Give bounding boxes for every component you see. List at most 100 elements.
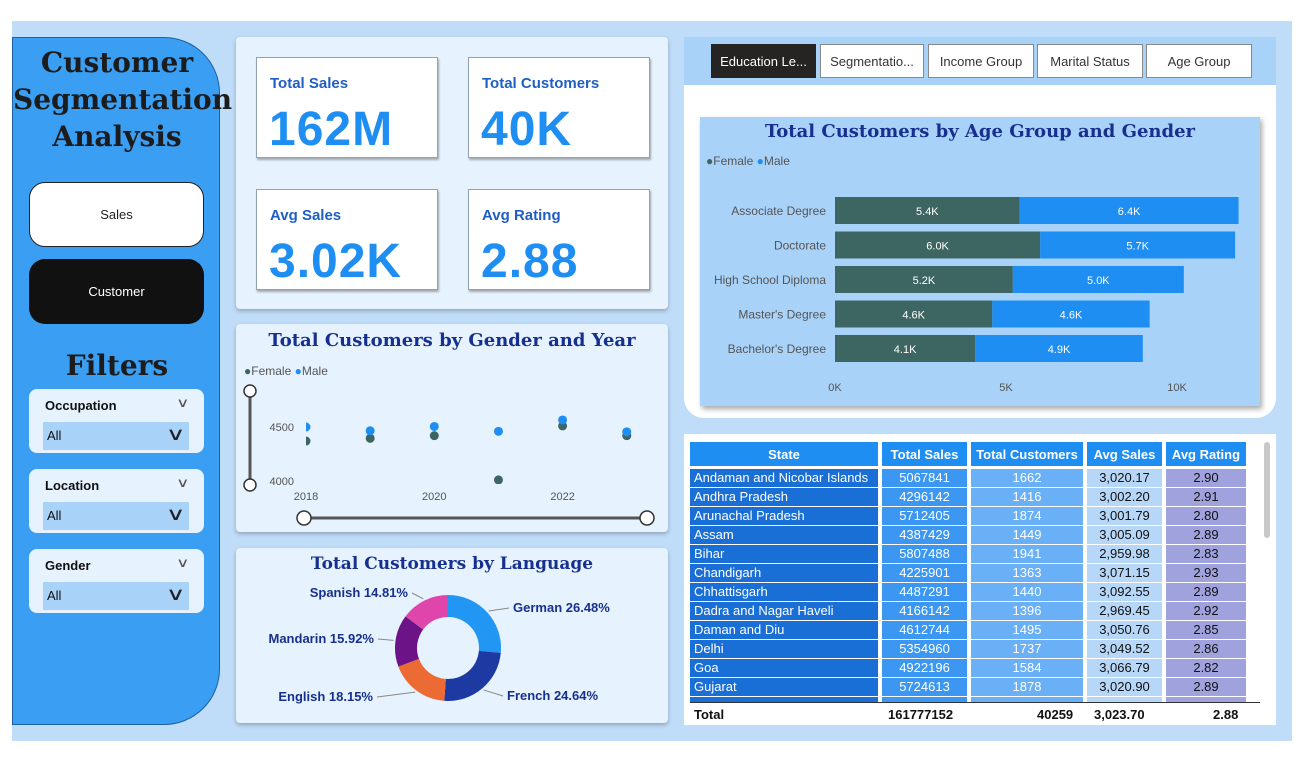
collapse-chevron-icon[interactable]: ∨ <box>176 395 190 410</box>
slice-leader-line <box>488 607 510 612</box>
kpi-label: Avg Rating <box>482 207 561 224</box>
data-label: 4.1K <box>894 344 917 356</box>
gender-dropdown[interactable]: All ∨ <box>43 582 189 610</box>
donut-slice <box>398 658 446 701</box>
table-row[interactable]: Chandigarh 4225901 1363 3,071.15 2.93 <box>690 564 1260 583</box>
table-cell: 4387429 <box>882 526 967 544</box>
table-cell: 3,092.55 <box>1087 583 1162 601</box>
table-row[interactable]: Andaman and Nicobar Islands 5067841 1662 3,… <box>690 469 1260 488</box>
sidebar: Customer Segmentation Analysis Sales Cus… <box>12 37 232 725</box>
column-header-total-sales[interactable]: Total Sales <box>882 442 967 466</box>
tab-income-group[interactable]: Income Group <box>928 44 1034 78</box>
total-sales: 161777152 <box>888 707 954 722</box>
total-label: Total <box>694 707 725 722</box>
table-cell: 1878 <box>971 678 1083 696</box>
table-cell: 1584 <box>971 659 1083 677</box>
data-label: 4.9K <box>1048 344 1071 356</box>
table-row[interactable]: Dadra and Nagar Haveli 4166142 1396 2,969.4… <box>690 602 1260 621</box>
tab-education-level[interactable]: Education Le... <box>711 44 816 78</box>
dashboard-canvas: Customer Segmentation Analysis Sales Cus… <box>12 21 1292 741</box>
table-cell: Andaman and Nicobar Islands <box>690 469 878 487</box>
table-cell: 1363 <box>971 564 1083 582</box>
table-cell: 1396 <box>971 602 1083 620</box>
table-cell: 1440 <box>971 583 1083 601</box>
total-customers: 40259 <box>1037 707 1074 722</box>
table-cell: 1662 <box>971 469 1083 487</box>
column-header-total-customers[interactable]: Total Customers <box>971 442 1083 466</box>
location-dropdown[interactable]: All ∨ <box>43 502 189 530</box>
tab-marital-status[interactable]: Marital Status <box>1037 44 1143 78</box>
data-label: 6.0K <box>926 241 949 253</box>
table-row[interactable]: Arunachal Pradesh 5712405 1874 3,001.79 2.80 <box>690 507 1260 526</box>
table-cell: 1495 <box>971 621 1083 639</box>
legend-male: Male <box>763 154 790 168</box>
table-cell: 5354960 <box>882 640 967 658</box>
table-scrollbar[interactable] <box>1264 442 1270 538</box>
table-row[interactable]: Daman and Diu 4612744 1495 3,050.76 2.85 <box>690 621 1260 640</box>
table-cell: 3,050.76 <box>1087 621 1162 639</box>
sales-button-label: Sales <box>100 207 133 222</box>
x-range-slider-handle <box>639 510 655 526</box>
table-cell: 3,001.79 <box>1087 507 1162 525</box>
bar-segment-female <box>835 231 1041 259</box>
category-label: Doctorate <box>774 239 826 253</box>
slice-leader-line <box>376 691 416 698</box>
table-cell: Dadra and Nagar Haveli <box>690 602 878 620</box>
tab-segmentation[interactable]: Segmentatio... <box>820 44 924 78</box>
kpi-avg-sales: Avg Sales 3.02K <box>256 189 438 290</box>
table-row[interactable]: Delhi 5354960 1737 3,049.52 2.86 <box>690 640 1260 659</box>
table-row[interactable]: Andhra Pradesh 4296142 1416 3,002.20 2.91 <box>690 488 1260 507</box>
stacked-bar-plot: Associate Degree 5.4K 6.4K Doctorate 6.0K 5.7… <box>714 197 1239 394</box>
table-row[interactable]: Gujarat 5724613 1878 3,020.90 2.89 <box>690 678 1260 697</box>
x-tick-label: 5K <box>999 382 1013 394</box>
collapse-chevron-icon[interactable]: ∨ <box>176 555 190 570</box>
table-cell: 5067841 <box>882 469 967 487</box>
table-cell: 2.89 <box>1166 526 1246 544</box>
tab-age-group[interactable]: Age Group <box>1146 44 1252 78</box>
table-cell: 2.86 <box>1166 640 1246 658</box>
table-row[interactable]: Goa 4922196 1584 3,066.79 2.82 <box>690 659 1260 678</box>
table-cell: 2,959.98 <box>1087 545 1162 563</box>
data-label: 5.2K <box>913 275 936 287</box>
slice-leader-line <box>377 638 394 641</box>
sales-page-button[interactable]: Sales <box>29 182 204 247</box>
location-value: All <box>47 508 62 523</box>
slice-leader-line <box>483 689 504 697</box>
table-cell: Chandigarh <box>690 564 878 582</box>
data-label: 4.6K <box>1060 310 1083 322</box>
location-slicer: Location ∨ All ∨ <box>29 469 204 533</box>
table-cell: 5807488 <box>882 545 967 563</box>
legend-dot-male: ● <box>294 364 302 378</box>
chevron-down-icon: ∨ <box>165 504 186 524</box>
bar-chart-card: Total Customers by Age Group and Gender … <box>700 117 1260 406</box>
category-label: Associate Degree <box>731 204 826 218</box>
language-chart-panel: Total Customers by Language German 26.48… <box>236 548 668 723</box>
chart-title: Total Customers by Language <box>310 554 594 574</box>
table-row[interactable]: Bihar 5807488 1941 2,959.98 2.83 <box>690 545 1260 564</box>
point-female <box>306 436 311 446</box>
customer-page-button[interactable]: Customer <box>29 259 204 324</box>
table-cell: 4922196 <box>882 659 967 677</box>
table-cell: 2.82 <box>1166 659 1246 677</box>
bar-segment-male <box>1040 231 1236 259</box>
table-row[interactable]: Chhattisgarh 4487291 1440 3,092.55 2.89 <box>690 583 1260 602</box>
collapse-chevron-icon[interactable]: ∨ <box>176 475 190 490</box>
column-header-state[interactable]: State <box>690 442 878 466</box>
y-range-slider-handle <box>243 384 257 398</box>
title-line-3: Analysis <box>52 120 182 153</box>
column-header-avg-sales[interactable]: Avg Sales <box>1087 442 1162 466</box>
point-male <box>622 427 632 437</box>
category-label: High School Diploma <box>714 273 826 287</box>
state-table: State Total Sales Total Customers Avg Sa… <box>684 434 1276 725</box>
table-row[interactable]: Assam 4387429 1449 3,005.09 2.89 <box>690 526 1260 545</box>
table-cell: 4296142 <box>882 488 967 506</box>
data-label: 5.0K <box>1087 275 1110 287</box>
occupation-dropdown[interactable]: All ∨ <box>43 422 189 450</box>
column-header-avg-rating[interactable]: Avg Rating <box>1166 442 1246 466</box>
x-tick-label: 2020 <box>422 491 446 503</box>
table-cell <box>882 697 967 702</box>
kpi-value: 3.02K <box>269 235 403 288</box>
kpi-panel: Total Sales 162M Total Customers 40K Avg… <box>236 37 668 309</box>
category-label: Bachelor's Degree <box>728 342 827 356</box>
